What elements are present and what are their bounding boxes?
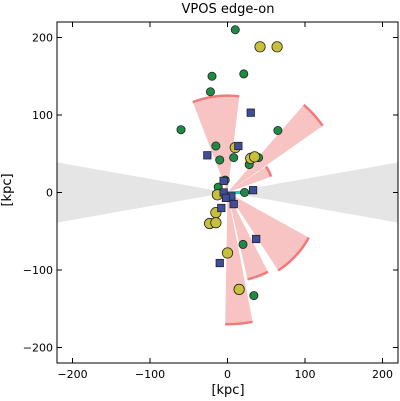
point-green-9 — [215, 155, 225, 165]
wedge-1-edge — [192, 94, 240, 104]
point-yellow-11 — [233, 283, 245, 295]
wedge-5-edge — [225, 320, 253, 326]
point-green-16 — [249, 291, 259, 301]
zone-of-avoidance-left — [57, 162, 228, 223]
x-axis-label: [kpc] — [211, 383, 244, 398]
series-yellow — [204, 41, 283, 295]
x-tick-label--200: −200 — [57, 368, 87, 381]
point-yellow-1 — [254, 41, 266, 53]
wedge-6-edge — [264, 165, 273, 178]
point-yellow-10 — [221, 247, 234, 259]
wedge-4-edge — [247, 270, 269, 281]
x-tick-label-200: 200 — [372, 368, 393, 381]
zone-of-avoidance-right — [227, 162, 398, 223]
point-blue-8 — [221, 193, 231, 203]
x-tick-label-100: 100 — [295, 368, 316, 381]
series-green — [176, 25, 283, 301]
wedge-6 — [227, 166, 272, 193]
point-green-6 — [273, 126, 283, 136]
wedge-4 — [227, 192, 268, 280]
wedge-3 — [227, 192, 309, 271]
point-yellow-2 — [271, 41, 283, 53]
point-blue-1 — [246, 108, 255, 117]
point-green-2 — [207, 71, 217, 81]
y-axis-label: [kpc] — [0, 173, 15, 206]
point-blue-3 — [234, 141, 243, 151]
wedge-5 — [225, 192, 253, 325]
point-yellow-9 — [210, 217, 222, 229]
point-blue-12 — [217, 203, 226, 213]
wedge-2 — [227, 104, 323, 193]
point-green-8 — [229, 153, 239, 163]
point-blue-4 — [219, 176, 228, 185]
point-green-4 — [205, 87, 215, 97]
point-blue-2 — [203, 151, 212, 160]
point-green-7 — [211, 141, 221, 151]
point-blue-9 — [229, 200, 238, 209]
point-green-3 — [239, 69, 249, 79]
series-blue — [203, 108, 261, 268]
wedge-2-edge — [302, 103, 324, 127]
point-green-5 — [176, 125, 186, 135]
point-blue-7 — [248, 186, 258, 195]
y-tick-label--100: −100 — [23, 264, 53, 277]
wedge-3-edge — [277, 236, 310, 272]
y-tick-label--200: −200 — [23, 342, 53, 355]
point-blue-10 — [252, 234, 261, 244]
y-tick-label-200: 200 — [32, 32, 53, 45]
point-blue-11 — [215, 258, 224, 268]
y-tick-label-100: 100 — [32, 109, 53, 122]
y-tick-label-0: 0 — [46, 187, 53, 200]
point-yellow-5 — [249, 151, 261, 163]
point-green-14 — [240, 187, 250, 197]
x-tick-label--100: −100 — [135, 368, 165, 381]
chart-title: VPOS edge-on — [182, 2, 275, 17]
x-tick-label-0: 0 — [224, 368, 231, 381]
point-green-15 — [238, 239, 248, 249]
point-green-1 — [230, 25, 240, 35]
